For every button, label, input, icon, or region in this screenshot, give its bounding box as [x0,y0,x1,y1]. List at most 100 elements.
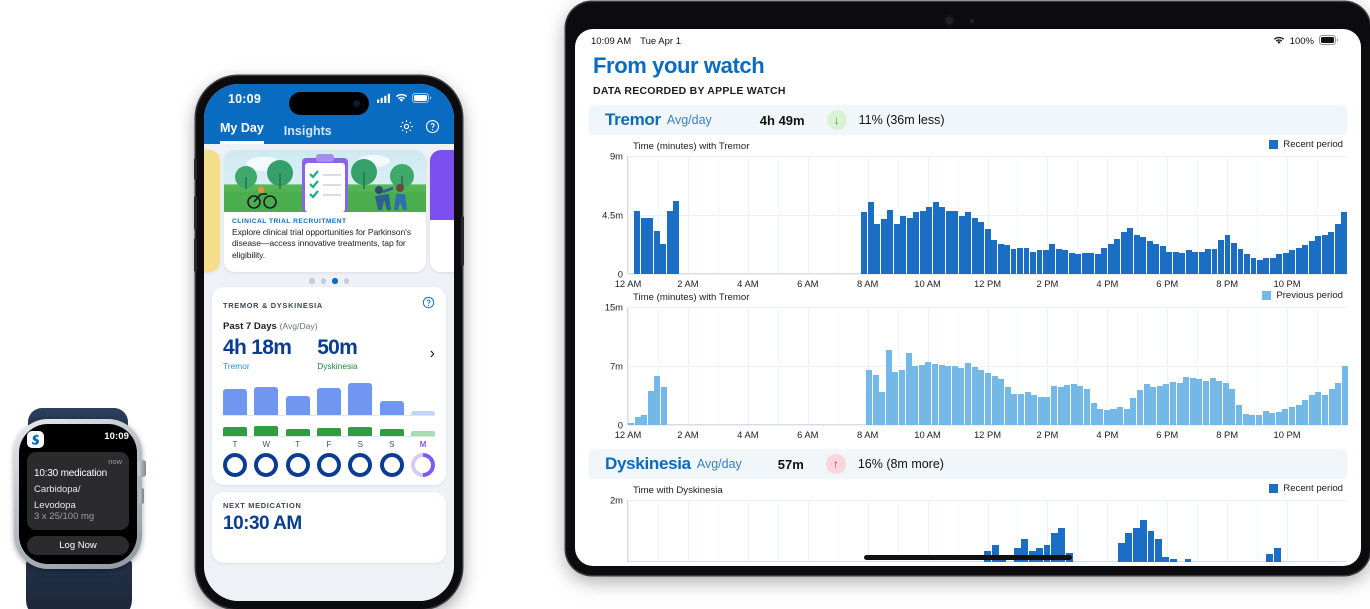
ipad-status-bar: 10:09 AM Tue Apr 1 100% [575,29,1361,48]
weekly-dyskinesia-bar [285,429,310,436]
carousel-dot-3[interactable] [332,278,338,284]
chart-bar [900,216,907,274]
legend-label-recent-2: Recent period [1283,483,1343,494]
section-value-tremor: 4h 49m [759,112,805,128]
chart-vertical-gridline [807,156,809,274]
x-axis-tick-label: 12 AM [614,278,642,289]
chart-bar [1017,247,1023,274]
chart-bar [912,366,919,425]
trend-down-icon: ↓ [826,110,847,130]
chart-bar [641,414,648,425]
carousel-text: CLINICAL TRIAL RECRUITMENT Explore clini… [224,212,426,261]
chart-vertical-gridline [1227,500,1229,562]
chart-bar [1103,410,1110,425]
chart-bar [984,373,991,425]
chart-bar [1162,557,1170,562]
carousel-dot-2[interactable] [320,278,326,284]
chart-bar [1302,245,1309,274]
carousel-dot-4[interactable] [343,278,349,284]
next-medication-time: 10:30 AM [223,513,302,534]
chart-vertical-gridline [687,307,689,425]
page-title: From your watch [593,53,765,78]
watch-notification-card[interactable]: now 10:30 medication Carbidopa/ Levodopa… [27,452,129,530]
iphone-volume-up-button[interactable] [194,196,197,230]
chart-bar [1218,239,1224,274]
chart-bar [952,211,959,274]
digital-crown[interactable] [138,460,146,477]
iphone-silent-switch[interactable] [194,158,197,180]
tremor-dyskinesia-card[interactable]: TREMOR & DYSKINESIA Past 7 Days (Avg/Day… [212,287,446,485]
chart-minor-gridline [777,307,779,425]
chart-minor-gridline [837,307,839,425]
chart-bar [893,224,900,274]
chart-vertical-gridline [1287,156,1289,274]
chevron-right-icon[interactable]: › [429,344,435,362]
chart-bar [939,207,946,274]
day-completion-ring[interactable] [285,453,310,477]
day-completion-ring[interactable] [405,448,440,482]
y-axis-tick-label: 7m [609,360,623,372]
promo-carousel[interactable]: CLINICAL TRIAL RECRUITMENT Explore clini… [204,146,454,284]
chart-bar [998,378,1005,425]
iphone-power-button[interactable] [461,216,464,266]
chart-bar [1057,387,1064,425]
iphone-volume-down-button[interactable] [194,238,197,272]
x-axis-tick-label: 10 AM [914,278,941,289]
chart-vertical-gridline [747,500,749,562]
app-content: CLINICAL TRIAL RECRUITMENT Explore clini… [204,146,454,601]
day-completion-ring[interactable] [223,453,247,477]
help-icon[interactable] [422,296,435,314]
day-completion-ring[interactable] [348,453,373,477]
help-icon[interactable] [425,119,440,139]
home-indicator[interactable] [864,555,1072,560]
chart-bar [1205,249,1211,274]
carousel-dot-1[interactable] [309,278,315,284]
y-axis-tick-label: 4.5m [602,209,623,221]
chart-bar [1189,377,1196,425]
section-header-tremor[interactable]: Tremor Avg/day 4h 49m ↓ 11% (36m less) [589,105,1347,135]
carousel-card-previous[interactable] [204,150,220,272]
chart-bar [1031,395,1038,425]
carousel-card-active[interactable]: CLINICAL TRIAL RECRUITMENT Explore clini… [224,150,426,272]
gear-icon[interactable] [399,119,414,139]
chart-minor-gridline [1017,500,1019,562]
day-completion-ring[interactable] [254,453,279,477]
carousel-pagination-dots[interactable] [204,278,454,284]
next-medication-card[interactable]: NEXT MEDICATION 10:30 AM [212,492,446,563]
trend-up-icon: ↑ [825,454,846,474]
x-axis-tick-label: 10 AM [914,429,941,440]
chart-bar [1030,251,1036,274]
chart-vertical-gridline [628,500,629,562]
card-header: TREMOR & DYSKINESIA [223,296,435,314]
chart-bar [1203,380,1210,425]
tab-insights[interactable]: Insights [283,124,332,138]
watch-side-button[interactable] [139,488,144,504]
tab-bar: My Day Insights [204,114,454,144]
chart-vertical-gridline [1227,156,1229,274]
chart-minor-gridline [1077,500,1079,562]
chart-vertical-gridline [807,307,809,425]
chart-bar [1211,249,1218,274]
chart-bar [1321,234,1328,274]
tab-my-day[interactable]: My Day [220,121,264,144]
weekly-dyskinesia-bars [223,425,435,437]
chart-bar [1146,241,1153,274]
notification-timestamp: now [108,457,122,466]
day-completion-ring[interactable] [316,453,341,477]
chart-bar [1156,385,1163,425]
chart-bar [673,200,680,274]
carousel-card-next[interactable] [430,150,454,272]
section-header-dyskinesia[interactable]: Dyskinesia Avg/day 57m ↑ 16% (8m more) [589,449,1347,479]
chart-vertical-gridline [867,500,869,562]
chart-legend-dyskinesia-recent: Recent period [1269,483,1343,494]
x-axis-tick-label: 12 PM [973,429,1002,440]
chart-bar [1302,399,1309,425]
chart-minor-gridline [657,500,659,562]
chart-bar [1021,538,1029,562]
log-now-button[interactable]: Log Now [27,535,129,555]
chart-minor-gridline [717,500,719,562]
day-completion-ring[interactable] [379,453,404,477]
chart-minor-gridline [897,156,899,274]
chart-bar [1070,384,1077,425]
chart-bar [991,376,998,425]
